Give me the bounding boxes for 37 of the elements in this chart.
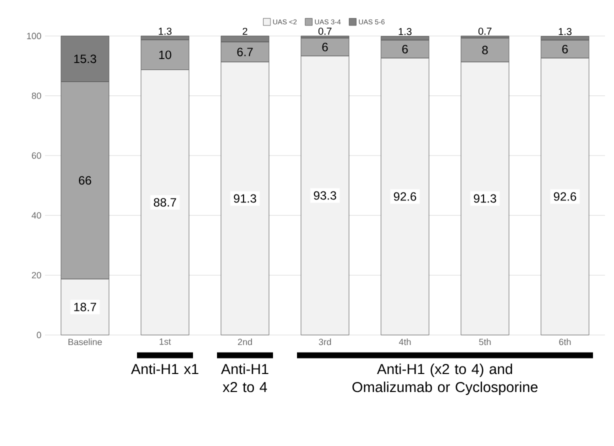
x-tick-label: Baseline — [68, 338, 102, 346]
y-tick-label: 40 — [32, 212, 42, 219]
data-label: 92.6 — [554, 192, 576, 201]
x-tick-label: 1st — [160, 338, 171, 345]
y-tick-label: 60 — [32, 152, 42, 159]
data-label: 6 — [322, 42, 328, 52]
data-label: 6.7 — [237, 48, 253, 56]
data-label: 6 — [562, 44, 568, 54]
x-tick-label: 6th — [559, 338, 571, 346]
y-tick-label: 80 — [32, 92, 42, 99]
data-label: 0.7 — [478, 28, 492, 35]
text: Anti-H1 x2 to 4 — [221, 364, 268, 392]
data-label: 88.7 — [154, 198, 176, 207]
y-tick-label: 100 — [27, 32, 42, 40]
text: Anti-H1 x1 — [131, 364, 198, 374]
data-label: 18.7 — [74, 302, 96, 312]
data-label: 15.3 — [74, 54, 96, 64]
data-label: 10 — [159, 50, 172, 60]
x-tick-label: 2nd — [238, 338, 252, 346]
data-label: 91.3 — [474, 194, 496, 203]
data-label: 93.3 — [314, 191, 336, 200]
data-label: 8 — [482, 46, 488, 54]
data-label: 91.3 — [234, 194, 256, 203]
data-label: 92.6 — [394, 192, 416, 201]
data-label: 66 — [78, 176, 92, 185]
x-tick-label: 3rd — [318, 338, 331, 346]
x-tick-label: 5th — [479, 338, 491, 346]
data-label: 1.3 — [558, 28, 572, 36]
data-label: 1.3 — [158, 28, 172, 35]
y-tick-label: 20 — [32, 272, 42, 278]
x-tick-label: 4th — [398, 338, 411, 346]
y-tick-label: 0 — [36, 332, 42, 338]
data-label: 2 — [242, 28, 248, 35]
data-label: 6 — [402, 44, 408, 54]
data-label: 1.3 — [398, 28, 412, 36]
text: Anti-H1 (x2 to 4) and Omalizumab or Cyclosporine — [352, 364, 538, 396]
data-label: 0.7 — [318, 28, 332, 35]
